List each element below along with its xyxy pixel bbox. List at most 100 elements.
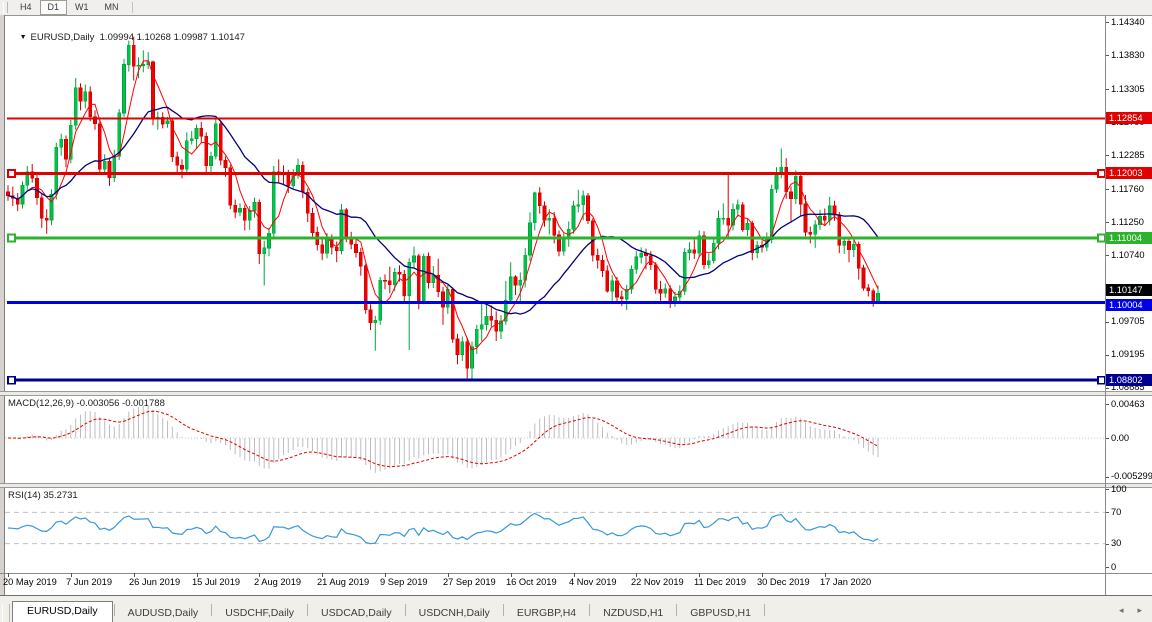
tab-separator	[502, 604, 504, 616]
date-label-17-Jan-2020: 17 Jan 2020	[820, 577, 872, 587]
current-price-badge: 1.10147	[1106, 284, 1152, 296]
rsi-tick-0-dash	[1105, 567, 1109, 568]
tab-scroll-left-icon[interactable]: ◂	[1118, 605, 1124, 615]
price-tick-1.09705: 1.09705	[1111, 316, 1145, 326]
date-label-26-Jun-2019: 26 Jun 2019	[129, 577, 181, 587]
toolbar-grip[interactable]	[3, 2, 8, 13]
date-label-11-Dec-2019: 11 Dec 2019	[694, 577, 747, 587]
period-buttons: H4 D1 W1 MN	[12, 0, 127, 15]
tab-bar-grip[interactable]	[2, 604, 10, 622]
rsi-tick-30: 30	[1111, 538, 1122, 548]
period-button-d1[interactable]: D1	[39, 0, 68, 15]
chart-title: ▼ EURUSD,Daily 1.09994 1.10268 1.09987 1.…	[9, 21, 245, 54]
tab-audusd-daily[interactable]: AUDUSD,Daily	[127, 607, 199, 619]
rsi-tick-30-dash	[1105, 544, 1109, 545]
pane-splitter-rsi[interactable]	[0, 483, 1152, 488]
price-pane-canvas[interactable]	[5, 16, 1105, 391]
macd-tick-0.00463: 0.00463	[1111, 399, 1145, 409]
date-tick	[197, 573, 198, 577]
tab-nzdusd-h1[interactable]: NZDUSD,H1	[603, 607, 664, 619]
date-label-16-Oct-2019: 16 Oct 2019	[506, 577, 557, 587]
macd-tick--0.005299: -0.005299	[1111, 471, 1152, 481]
price-tick-1.13830-dash	[1105, 55, 1109, 56]
tab-eurgbp-h4[interactable]: EURGBP,H4	[516, 607, 577, 619]
tab-eurusd-daily[interactable]: EURUSD,Daily	[12, 601, 113, 622]
date-tick	[825, 573, 826, 577]
tab-separator	[307, 604, 309, 616]
date-tick	[448, 573, 449, 577]
price-tick-1.12285-dash	[1105, 155, 1109, 156]
tab-usdcnh-daily[interactable]: USDCNH,Daily	[418, 607, 490, 619]
date-label-7-Jun-2019: 7 Jun 2019	[66, 577, 113, 587]
rsi-tick-100: 100	[1111, 484, 1127, 494]
hline-price-badge-1.12854: 1.12854	[1106, 112, 1152, 124]
price-tick-1.08685-dash	[1105, 388, 1109, 389]
date-label-30-Dec-2019: 30 Dec 2019	[757, 577, 810, 587]
date-tick	[762, 573, 763, 577]
tab-separator	[676, 604, 678, 616]
rsi-tick-70: 70	[1111, 507, 1122, 517]
price-tick-1.09705-dash	[1105, 322, 1109, 323]
tab-separator	[589, 604, 591, 616]
tab-usdchf-daily[interactable]: USDCHF,Daily	[225, 607, 295, 619]
price-tick-1.13305-dash	[1105, 89, 1109, 90]
date-tick	[71, 573, 72, 577]
tab-separator	[211, 604, 213, 616]
hline-price-badge-1.10004: 1.10004	[1106, 299, 1152, 311]
chart-title-text: EURUSD,Daily 1.09994 1.10268 1.09987 1.1…	[30, 32, 245, 43]
pane-splitter-macd[interactable]	[0, 391, 1152, 396]
date-label-9-Sep-2019: 9 Sep 2019	[380, 577, 428, 587]
macd-tick-0.00: 0.00	[1111, 433, 1130, 443]
date-tick	[511, 573, 512, 577]
chart-tab-bar: EURUSD,Daily AUDUSD,Daily USDCHF,Daily USDC…	[0, 595, 1152, 622]
price-tick-1.08685: 1.08685	[1111, 382, 1145, 392]
price-tick-1.11760: 1.11760	[1111, 184, 1144, 194]
rsi-tick-100-dash	[1105, 489, 1109, 490]
date-label-27-Sep-2019: 27 Sep 2019	[443, 577, 496, 587]
tab-gbpusd-h1[interactable]: GBPUSD,H1	[690, 607, 751, 619]
period-button-mn[interactable]: MN	[104, 2, 119, 12]
macd-label: MACD(12,26,9) -0.003056 -0.001788	[8, 398, 165, 409]
rsi-pane-canvas[interactable]	[5, 488, 1105, 573]
date-label-22-Nov-2019: 22 Nov 2019	[631, 577, 684, 587]
price-tick-1.12285: 1.12285	[1111, 150, 1145, 160]
period-toolbar: H4 D1 W1 MN	[0, 0, 1152, 16]
price-tick-1.13830: 1.13830	[1111, 50, 1145, 60]
price-tick-1.10740: 1.10740	[1111, 250, 1145, 260]
tab-separator	[763, 604, 765, 616]
macd-tick-0.00463-dash	[1105, 404, 1109, 405]
price-tick-1.11250: 1.11250	[1111, 217, 1144, 227]
macd-tick-0.00-dash	[1105, 438, 1109, 439]
date-label-15-Jul-2019: 15 Jul 2019	[192, 577, 241, 587]
toolbar-separator	[131, 2, 133, 13]
price-tick-1.13305: 1.13305	[1111, 84, 1145, 94]
tab-separator	[113, 604, 115, 616]
tab-scroll-right-icon[interactable]: ▸	[1137, 605, 1142, 615]
tab-scroll-arrows: ◂ ▸	[1119, 606, 1142, 615]
macd-tick--0.005299-dash	[1105, 477, 1109, 478]
chart-dropdown-icon[interactable]: ▼	[19, 34, 27, 41]
rsi-tick-0: 0	[1111, 562, 1117, 572]
price-tick-1.09195-dash	[1105, 355, 1109, 356]
hline-price-badge-1.12003: 1.12003	[1106, 167, 1152, 179]
price-tick-1.11760-dash	[1105, 189, 1109, 190]
rsi-tick-70-dash	[1105, 512, 1109, 513]
date-tick	[385, 573, 386, 577]
date-tick	[8, 573, 9, 577]
period-button-w1[interactable]: W1	[75, 2, 89, 12]
date-tick	[259, 573, 260, 577]
tab-separator	[404, 604, 406, 616]
price-tick-1.09195: 1.09195	[1111, 349, 1145, 359]
date-label-21-Aug-2019: 21 Aug 2019	[317, 577, 370, 587]
date-label-4-Nov-2019: 4 Nov 2019	[569, 577, 617, 587]
rsi-label: RSI(14) 35.2731	[8, 490, 78, 501]
tab-usdcad-daily[interactable]: USDCAD,Daily	[321, 607, 392, 619]
period-button-h4[interactable]: H4	[20, 2, 32, 12]
axis-separator	[1105, 15, 1106, 595]
price-tick-1.14340-dash	[1105, 22, 1109, 23]
date-tick	[134, 573, 135, 577]
hline-price-badge-1.11004: 1.11004	[1106, 232, 1152, 244]
price-tick-1.11250-dash	[1105, 222, 1109, 223]
macd-pane-canvas[interactable]	[5, 396, 1105, 483]
